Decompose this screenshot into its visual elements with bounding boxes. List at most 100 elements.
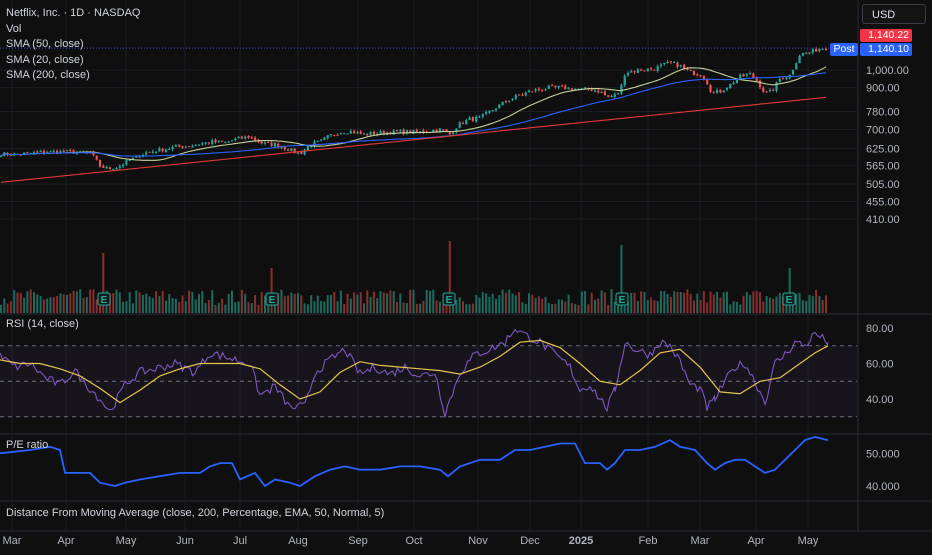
x-tick-label-12: Mar [691,535,710,547]
volume-bar [640,291,643,313]
volume-bar [412,289,415,313]
candle-body [653,69,656,71]
volume-bar [201,290,204,313]
volume-bar [56,295,59,313]
volume-bar [683,292,686,313]
sma200-label[interactable]: SMA (200, close) [6,69,90,81]
volume-bar [405,302,408,313]
volume-bar [349,298,352,313]
candle-body [204,142,207,144]
candle-body [237,136,240,139]
symbol-title[interactable]: Netflix, Inc. · 1D · NASDAQ [6,7,141,19]
price-tick-label-1: 900.00 [866,83,900,95]
candle-body [287,149,290,151]
candle-body [270,142,273,146]
candle-body [699,75,702,77]
candle-body [716,90,719,93]
volume-bar [735,301,738,313]
volume-bar [465,304,468,313]
candle-body [254,137,257,141]
candle-body [349,130,352,134]
candle-body [184,146,187,148]
candle-body [458,122,461,128]
x-tick-label-9: Dec [520,535,540,547]
candle-body [125,160,128,165]
volume-bar [290,292,293,313]
candle-body [419,131,422,133]
candle-body [296,152,300,154]
volume-bar [19,292,22,313]
volume-bar [379,291,382,313]
candle-body [633,71,636,73]
candle-body [455,128,458,133]
price-tick-label-6: 505.00 [866,179,900,191]
candle-body [95,155,98,160]
volume-bar [438,301,441,313]
pe-label[interactable]: P/E ratio [6,439,49,451]
volume-bar [504,292,507,313]
sma50-label[interactable]: SMA (50, close) [6,38,84,50]
x-tick-label-11: Feb [639,535,658,547]
pe-tick-label-1: 40.000 [866,481,900,493]
volume-bar [630,292,633,313]
candle-body [151,151,154,153]
volume-bar [359,292,362,313]
candle-body [263,142,267,144]
volume-bar [739,304,742,313]
volume-bar [409,289,412,313]
vol-label[interactable]: Vol [6,22,22,35]
volume-bar [646,299,649,313]
candle-body [359,131,362,135]
rsi-label[interactable]: RSI (14, close) [6,318,79,330]
candle-body [303,149,306,155]
volume-bar [333,291,336,313]
currency-button[interactable]: USD [862,4,926,24]
volume-bar [270,268,273,313]
candle-body [161,148,164,152]
candle-body [65,150,69,152]
volume-bar [171,298,174,313]
candle-body [372,131,375,135]
volume-bar [742,295,745,313]
volume-bar [99,303,101,313]
volume-bar [118,292,121,313]
volume-bar [620,245,623,313]
volume-bar [264,295,266,313]
volume-bar [297,293,299,313]
volume-bar [521,302,524,313]
candle-body [617,93,620,95]
volume-bar [815,289,818,313]
volume-bar [168,294,171,313]
dma-label[interactable]: Distance From Moving Average (close, 200… [6,507,385,519]
volume-bar [471,303,474,313]
candle-body [488,110,491,113]
volume-bar [128,292,131,313]
volume-bar [79,289,82,313]
candle-body [722,90,725,93]
volume-bar [85,297,88,313]
volume-bar [778,292,781,313]
candle-body [283,146,286,150]
volume-bar [485,293,488,313]
candle-body [409,130,412,134]
sma20-label[interactable]: SMA (20, close) [6,53,84,66]
x-tick-label-8: Nov [468,535,488,547]
volume-bar [726,291,728,313]
candle-body [656,66,659,71]
candle-body [316,140,319,142]
volume-bar [768,297,771,313]
volume-bar [293,293,296,313]
candle-body [626,72,630,76]
volume-bar [66,294,68,313]
volume-bar [729,304,732,313]
volume-bar [541,298,544,313]
pe-line [0,435,829,488]
candle-body [49,150,52,152]
volume-bar [310,295,313,313]
volume-bar [669,297,672,313]
candle-body [240,136,243,139]
candle-body [824,48,828,51]
volume-bar [287,295,290,313]
